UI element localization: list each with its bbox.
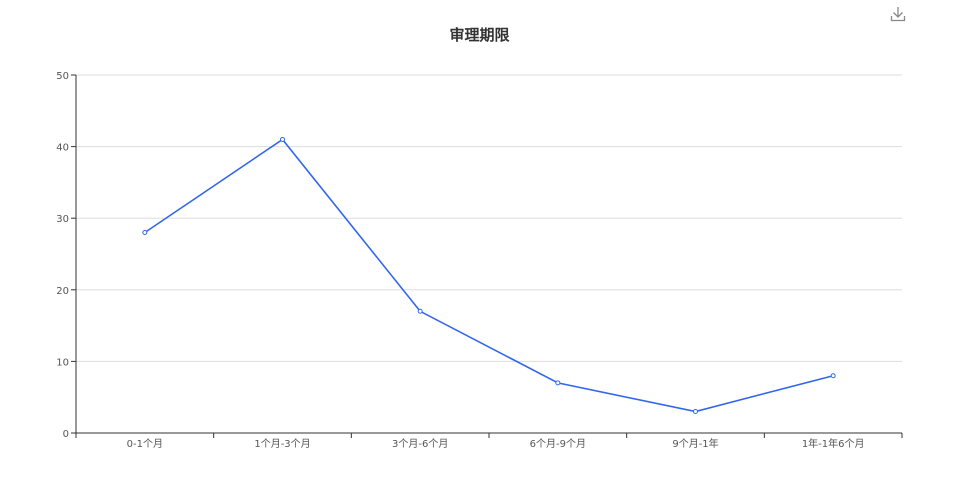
y-tick-label: 50 bbox=[56, 71, 69, 82]
x-tick-label: 0-1个月 bbox=[127, 438, 163, 450]
x-tick-label: 1个月-3个月 bbox=[254, 438, 310, 450]
x-tick-label: 6个月-9个月 bbox=[530, 438, 586, 450]
y-tick-label: 20 bbox=[56, 286, 69, 297]
data-point bbox=[693, 409, 698, 415]
download-button[interactable] bbox=[888, 4, 908, 24]
data-point bbox=[142, 230, 148, 236]
chart-title: 审理期限 bbox=[449, 26, 510, 44]
y-tick-label: 40 bbox=[56, 143, 69, 154]
x-tick-label: 1年-1年6个月 bbox=[802, 437, 865, 450]
series-line bbox=[144, 138, 834, 413]
data-point bbox=[555, 380, 561, 386]
y-tick-label: 10 bbox=[56, 357, 69, 368]
data-point bbox=[417, 308, 423, 314]
y-tick-label: 0 bbox=[63, 429, 69, 440]
y-tick-label: 30 bbox=[56, 214, 69, 225]
x-tick-label: 9个月-1年 bbox=[672, 437, 718, 450]
download-icon bbox=[890, 7, 906, 22]
data-point bbox=[280, 136, 285, 142]
x-tick-label: 3个月-6个月 bbox=[392, 438, 448, 450]
data-point bbox=[830, 373, 836, 379]
